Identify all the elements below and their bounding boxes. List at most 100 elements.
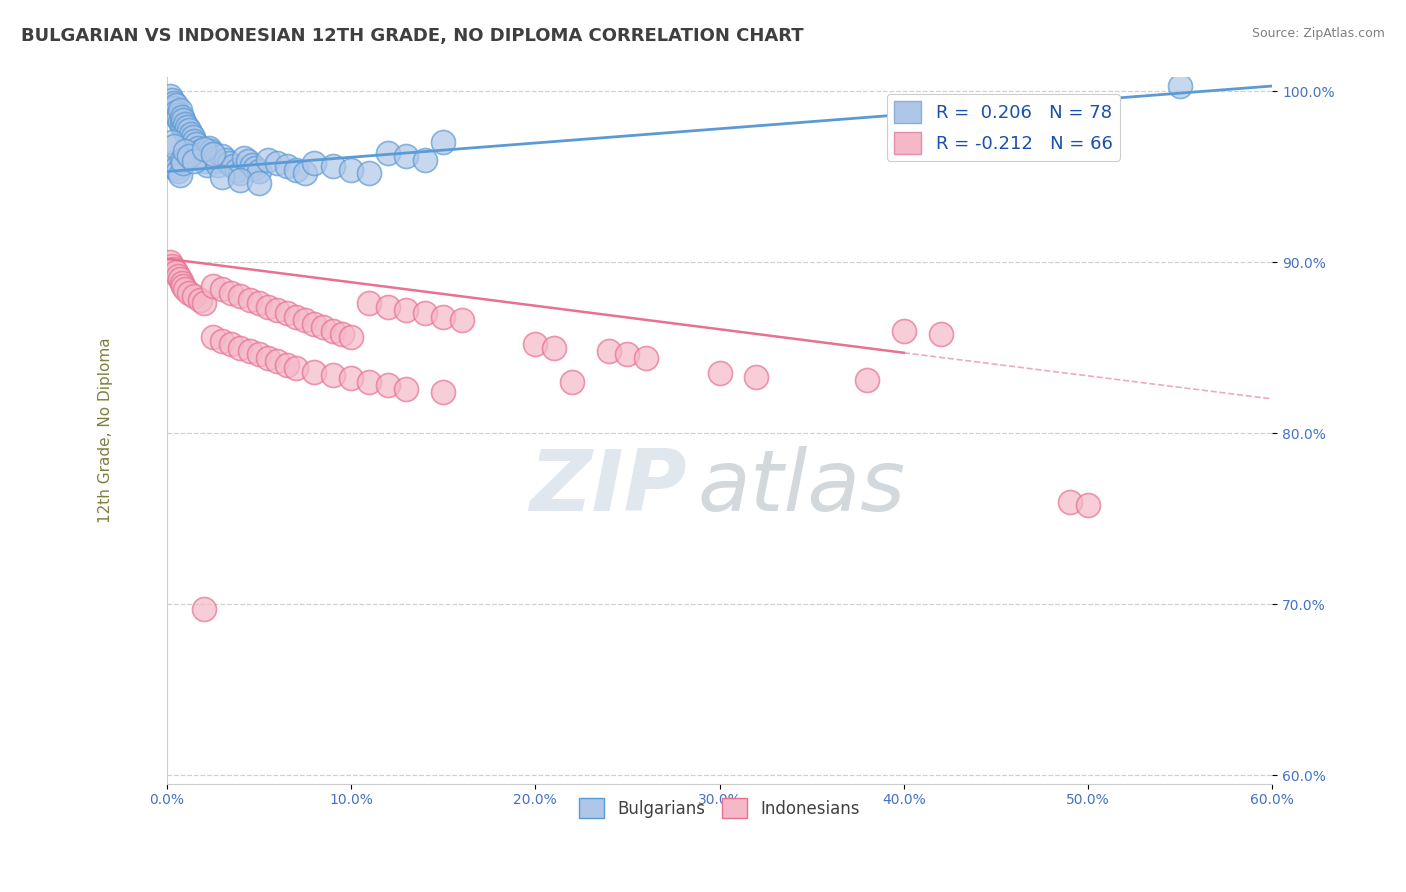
- Point: [377, 145, 399, 160]
- Point: [239, 293, 262, 307]
- Point: [229, 289, 252, 303]
- Point: [312, 320, 335, 334]
- Point: [169, 168, 191, 182]
- Point: [302, 156, 325, 170]
- Point: [634, 351, 657, 365]
- Point: [856, 373, 879, 387]
- Point: [359, 296, 381, 310]
- Point: [245, 161, 267, 175]
- Point: [193, 296, 215, 310]
- Point: [377, 300, 399, 314]
- Point: [193, 151, 215, 165]
- Point: [413, 153, 436, 167]
- Point: [169, 272, 191, 286]
- Point: [257, 153, 280, 167]
- Point: [218, 156, 240, 170]
- Point: [395, 303, 418, 318]
- Point: [198, 140, 221, 154]
- Point: [193, 602, 215, 616]
- Point: [211, 283, 233, 297]
- Point: [165, 161, 187, 175]
- Point: [191, 147, 214, 161]
- Point: [174, 283, 197, 297]
- Point: [247, 177, 270, 191]
- Point: [229, 166, 252, 180]
- Text: atlas: atlas: [697, 446, 905, 529]
- Point: [524, 337, 547, 351]
- Point: [163, 101, 186, 115]
- Point: [1077, 498, 1099, 512]
- Point: [240, 158, 263, 172]
- Point: [294, 313, 316, 327]
- Point: [159, 89, 181, 103]
- Point: [294, 166, 316, 180]
- Point: [211, 169, 233, 184]
- Point: [359, 166, 381, 180]
- Point: [172, 156, 194, 170]
- Point: [194, 154, 217, 169]
- Point: [322, 160, 344, 174]
- Point: [219, 337, 242, 351]
- Point: [266, 303, 288, 318]
- Point: [170, 110, 193, 124]
- Point: [174, 144, 197, 158]
- Point: [709, 366, 731, 380]
- Point: [177, 285, 200, 300]
- Point: [395, 149, 418, 163]
- Point: [239, 344, 262, 359]
- Point: [162, 259, 184, 273]
- Point: [616, 347, 638, 361]
- Point: [165, 104, 187, 119]
- Point: [166, 268, 188, 283]
- Point: [165, 265, 187, 279]
- Point: [229, 341, 252, 355]
- Point: [200, 144, 222, 158]
- Point: [176, 128, 198, 143]
- Point: [543, 341, 565, 355]
- Point: [377, 378, 399, 392]
- Point: [330, 326, 353, 341]
- Point: [219, 285, 242, 300]
- Point: [163, 139, 186, 153]
- Point: [561, 375, 583, 389]
- Point: [170, 153, 193, 167]
- Point: [163, 262, 186, 277]
- Point: [413, 306, 436, 320]
- Point: [159, 255, 181, 269]
- Point: [247, 164, 270, 178]
- Point: [215, 153, 238, 167]
- Text: BULGARIAN VS INDONESIAN 12TH GRADE, NO DIPLOMA CORRELATION CHART: BULGARIAN VS INDONESIAN 12TH GRADE, NO D…: [21, 27, 804, 45]
- Point: [170, 276, 193, 290]
- Point: [183, 154, 205, 169]
- Point: [1059, 494, 1081, 508]
- Point: [193, 142, 215, 156]
- Point: [172, 113, 194, 128]
- Point: [236, 154, 259, 169]
- Point: [266, 354, 288, 368]
- Text: ZIP: ZIP: [529, 446, 686, 529]
- Point: [745, 369, 768, 384]
- Point: [284, 162, 307, 177]
- Point: [165, 97, 187, 112]
- Point: [359, 375, 381, 389]
- Point: [172, 279, 194, 293]
- Point: [222, 160, 245, 174]
- Point: [162, 136, 184, 150]
- Point: [302, 365, 325, 379]
- Point: [183, 289, 205, 303]
- Point: [432, 310, 454, 324]
- Point: [201, 147, 224, 161]
- Point: [201, 279, 224, 293]
- Point: [340, 330, 363, 344]
- Point: [233, 151, 256, 165]
- Point: [166, 112, 188, 126]
- Point: [266, 156, 288, 170]
- Point: [257, 351, 280, 365]
- Point: [432, 136, 454, 150]
- Point: [598, 344, 620, 359]
- Point: [170, 118, 193, 132]
- Point: [177, 149, 200, 163]
- Point: [201, 147, 224, 161]
- Point: [187, 140, 209, 154]
- Point: [166, 164, 188, 178]
